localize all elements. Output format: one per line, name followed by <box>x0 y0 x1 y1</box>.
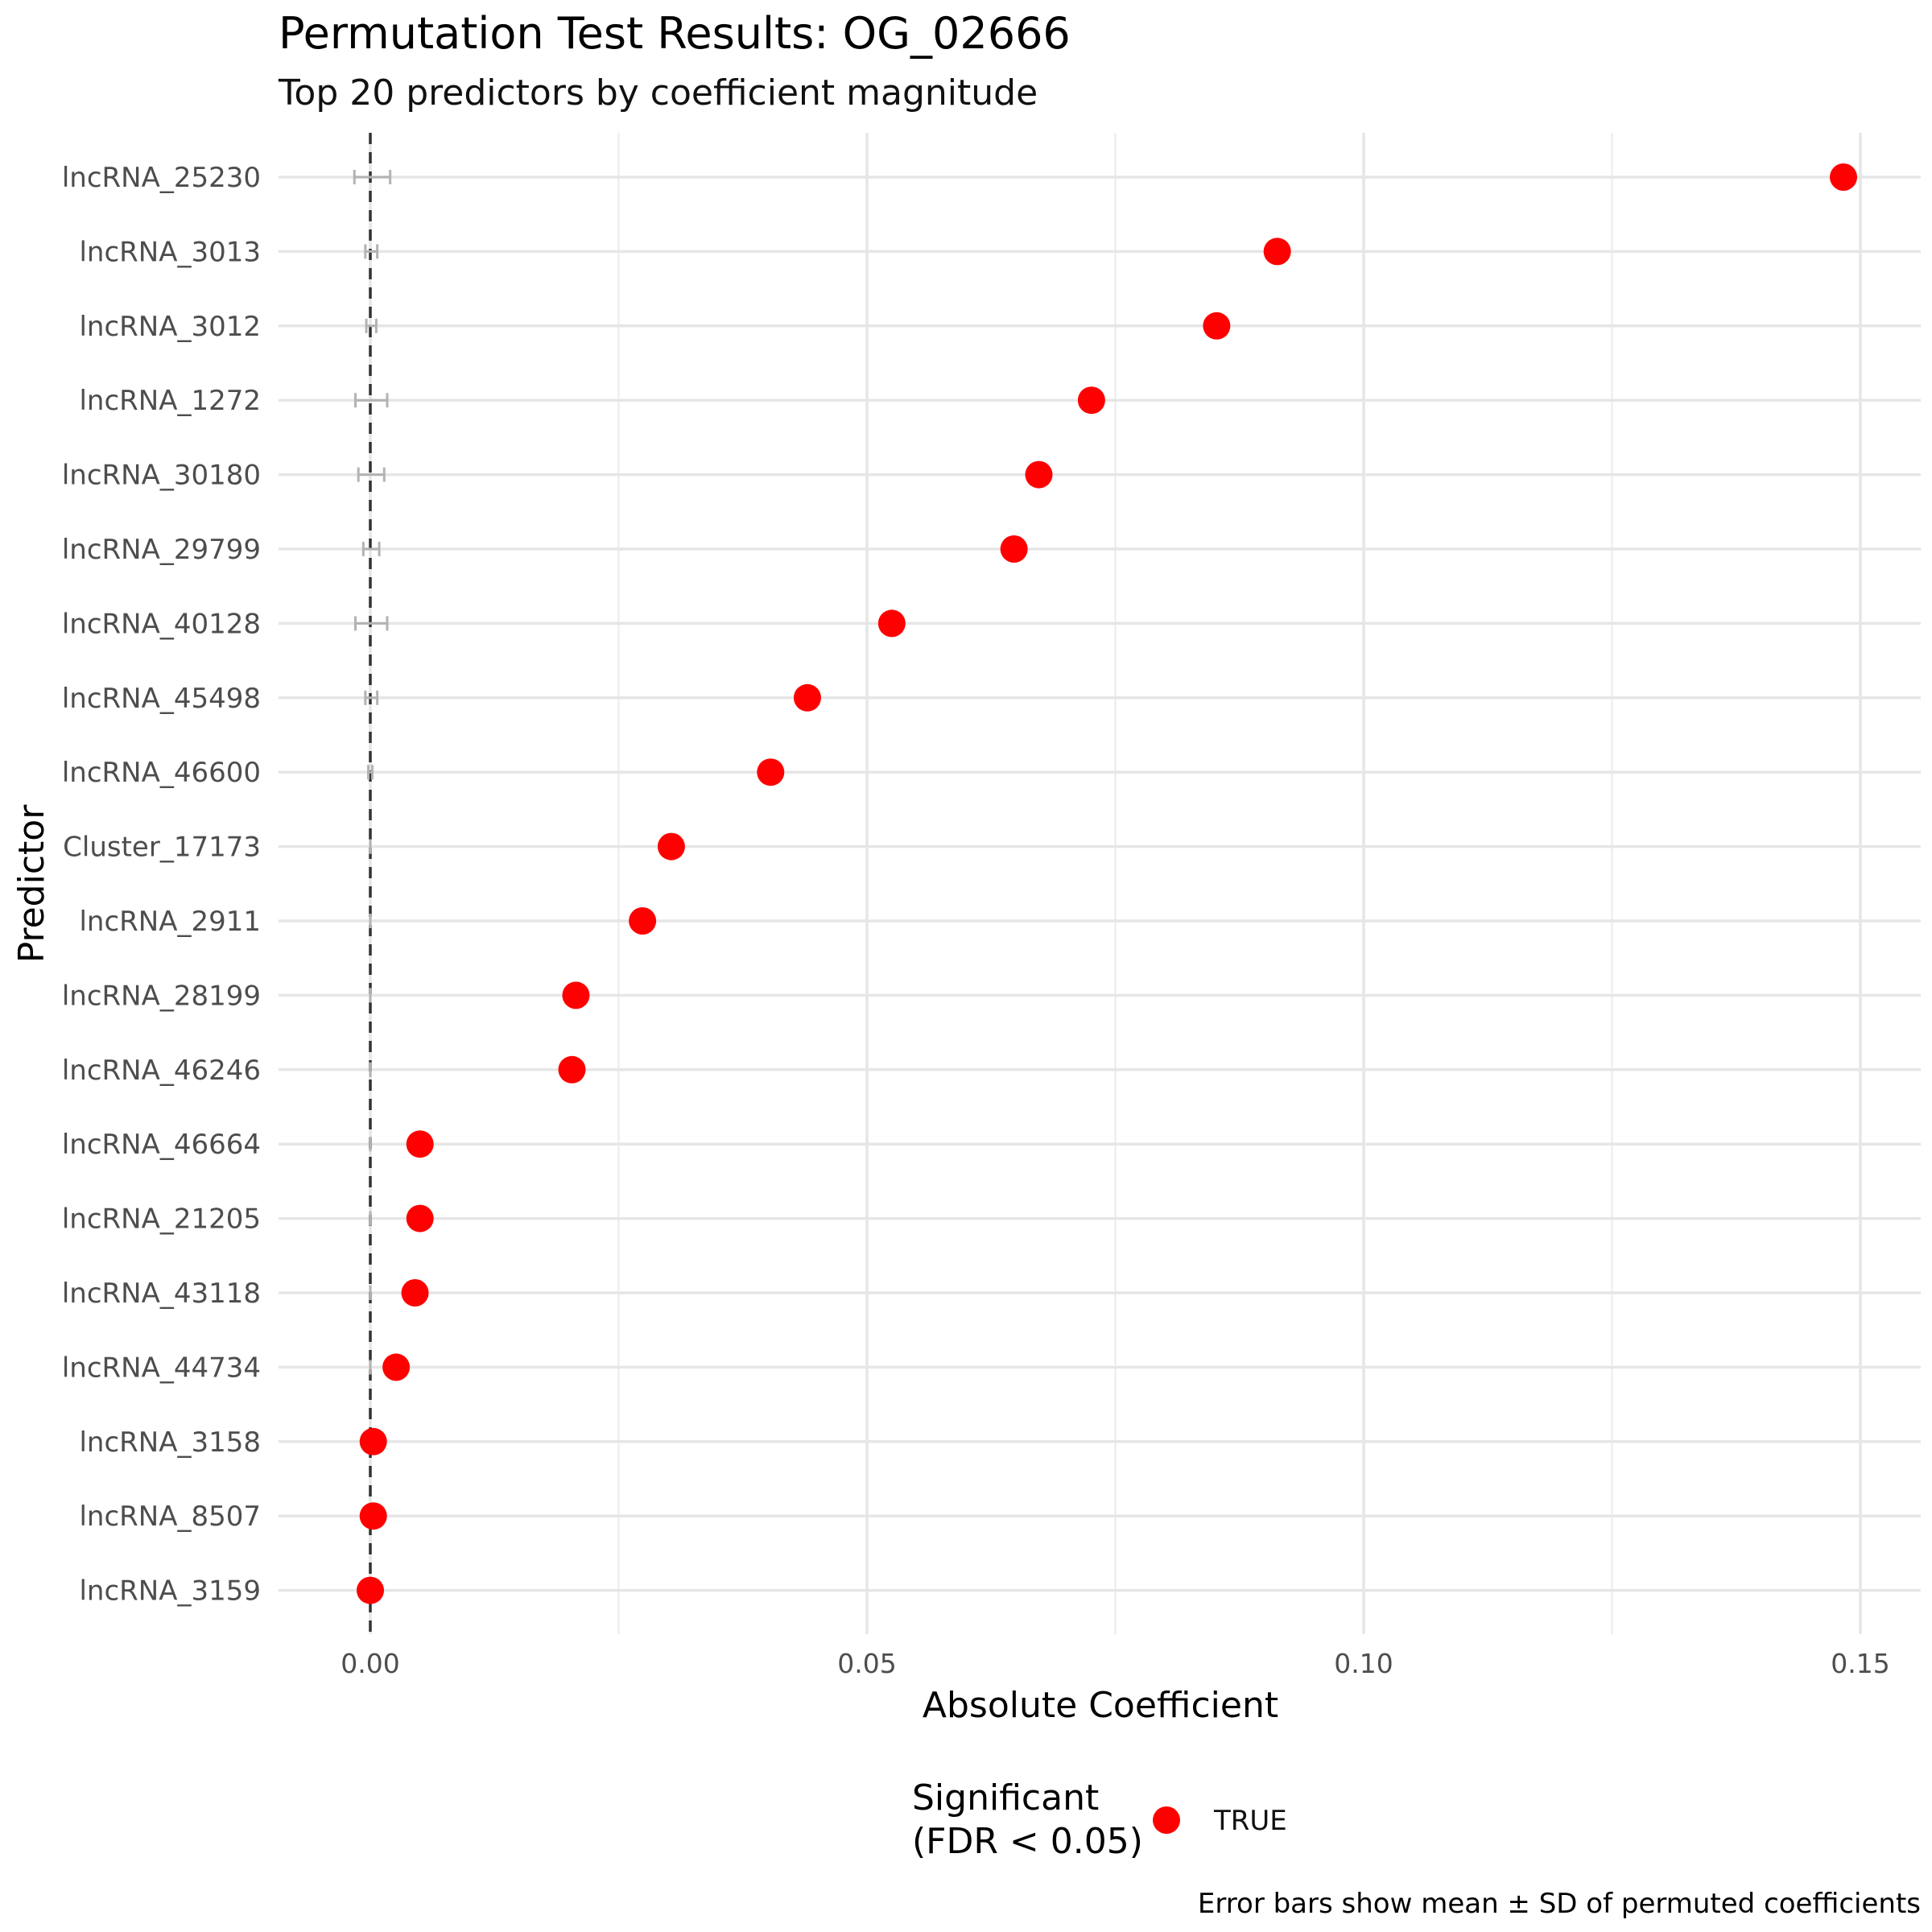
y-tick-label: lncRNA_46600 <box>62 757 261 789</box>
y-tick-label: lncRNA_3159 <box>79 1575 261 1608</box>
x-tick-label: 0.05 <box>837 1648 896 1679</box>
grid <box>279 133 1921 1634</box>
data-point <box>657 832 685 861</box>
legend-key-point <box>1153 1806 1180 1834</box>
y-tick-label: lncRNA_40128 <box>62 608 261 640</box>
data-point <box>1830 163 1858 191</box>
data-point <box>406 1130 434 1158</box>
y-tick-label: lncRNA_29799 <box>62 534 261 566</box>
y-tick-label: lncRNA_2911 <box>79 906 261 938</box>
data-point <box>359 1427 387 1455</box>
errorbar <box>357 467 386 482</box>
data-point <box>1000 535 1028 563</box>
errorbar <box>365 318 378 333</box>
x-tick-label: 0.10 <box>1334 1648 1393 1679</box>
y-axis-title: Predictor <box>11 804 52 963</box>
data-point <box>562 981 590 1009</box>
y-tick-label: lncRNA_8507 <box>79 1501 261 1533</box>
legend-label: TRUE <box>1213 1805 1287 1837</box>
legend-title-line1: Significant <box>912 1777 1099 1818</box>
y-axis-tick-labels: lncRNA_25230 lncRNA_3013 lncRNA_3012 lncRNA… <box>62 162 261 1608</box>
errorbar <box>353 616 389 631</box>
y-tick-label: lncRNA_25230 <box>62 162 261 194</box>
chart-title: Permutation Test Results: OG_02666 <box>279 8 1071 59</box>
errorbar <box>353 393 389 408</box>
errorbar <box>364 690 379 705</box>
data-point <box>629 907 657 935</box>
errorbar <box>364 244 379 259</box>
errorbar <box>367 765 374 780</box>
y-tick-label: lncRNA_46664 <box>62 1129 261 1161</box>
x-axis-title: Absolute Coefficient <box>923 1685 1278 1726</box>
data-point <box>1263 237 1291 266</box>
y-tick-label: lncRNA_1272 <box>79 385 261 417</box>
point-layer <box>357 163 1858 1604</box>
data-point <box>877 609 906 638</box>
data-point <box>406 1204 434 1232</box>
data-point <box>793 683 821 712</box>
data-point <box>357 1576 384 1604</box>
legend-title-line2: (FDR < 0.05) <box>912 1821 1143 1862</box>
y-tick-label: Cluster_17173 <box>63 832 261 864</box>
data-point <box>401 1279 429 1307</box>
chart-subtitle: Top 20 predictors by coefficient magnitu… <box>278 72 1038 114</box>
y-tick-label: lncRNA_43118 <box>62 1278 261 1310</box>
errorbar <box>353 170 392 184</box>
data-point <box>382 1353 411 1381</box>
data-point <box>1025 460 1053 489</box>
legend: Significant (FDR < 0.05) TRUE <box>912 1777 1287 1862</box>
data-point <box>1077 386 1105 415</box>
y-tick-label: lncRNA_45498 <box>62 683 261 715</box>
data-point <box>558 1055 586 1084</box>
y-tick-label: lncRNA_3158 <box>79 1426 261 1459</box>
errorbar-layer <box>353 170 392 1598</box>
y-tick-label: lncRNA_3013 <box>79 236 261 268</box>
chart-caption: Error bars show mean ± SD of permuted co… <box>1198 1888 1921 1920</box>
data-point <box>757 758 785 786</box>
x-axis-tick-labels: 0.00 0.05 0.10 0.15 <box>341 1648 1889 1679</box>
data-point <box>1203 312 1231 340</box>
y-tick-label: lncRNA_44734 <box>62 1352 261 1384</box>
y-tick-label: lncRNA_28199 <box>62 980 261 1012</box>
data-point <box>359 1502 387 1530</box>
x-tick-label: 0.00 <box>341 1648 399 1679</box>
y-tick-label: lncRNA_46246 <box>62 1055 261 1087</box>
errorbar <box>361 542 381 556</box>
x-tick-label: 0.15 <box>1831 1648 1889 1679</box>
y-tick-label: lncRNA_21205 <box>62 1203 261 1236</box>
y-tick-label: lncRNA_3012 <box>79 311 261 343</box>
y-tick-label: lncRNA_30180 <box>62 460 261 492</box>
